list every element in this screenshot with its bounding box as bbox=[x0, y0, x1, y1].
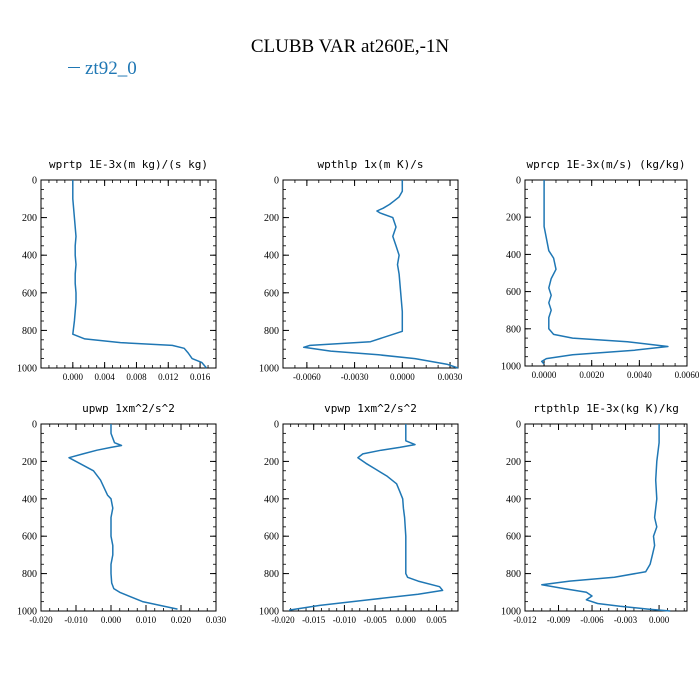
x-tick-label: 0.0000 bbox=[532, 370, 557, 380]
panel-title: wprcp 1E-3x(m/s) (kg/kg) bbox=[527, 158, 686, 171]
x-tick-label: -0.006 bbox=[580, 615, 604, 625]
y-tick-label: 800 bbox=[22, 326, 37, 337]
y-tick-label: 600 bbox=[506, 532, 521, 543]
y-tick-label: 0 bbox=[516, 176, 521, 187]
y-tick-label: 0 bbox=[274, 176, 279, 187]
y-tick-label: 1000 bbox=[17, 607, 37, 618]
x-tick-label: -0.012 bbox=[513, 615, 536, 625]
x-tick-label: 0.010 bbox=[136, 615, 157, 625]
y-tick-label: 1000 bbox=[501, 362, 521, 373]
y-tick-label: 400 bbox=[506, 250, 521, 261]
panel-3: wprcp 1E-3x(m/s) (kg/kg) 0 200 400 600 800 100… bbox=[501, 158, 700, 380]
series-line bbox=[72, 180, 208, 369]
y-tick-label: 600 bbox=[264, 532, 279, 543]
series-line bbox=[541, 424, 671, 612]
y-tick-label: 600 bbox=[506, 287, 521, 298]
y-tick-label: 600 bbox=[22, 288, 37, 299]
legend-line-swatch bbox=[68, 67, 80, 69]
y-tick-label: 0 bbox=[516, 420, 521, 431]
y-tick-label: 600 bbox=[264, 288, 279, 299]
panel-6: rtpthlp 1E-3x(kg K)/kg02004006008001000-… bbox=[501, 402, 688, 625]
y-tick-label: 400 bbox=[22, 494, 37, 505]
series-line bbox=[540, 180, 669, 365]
plot-frame bbox=[524, 423, 688, 612]
y-tick-label: 800 bbox=[506, 569, 521, 580]
x-tick-label: 0.012 bbox=[158, 372, 178, 382]
panel-title: rtpthlp 1E-3x(kg K)/kg bbox=[533, 402, 679, 415]
y-tick-label: 0 bbox=[274, 420, 279, 431]
y-tick-label: 400 bbox=[264, 251, 279, 262]
x-tick-label: 0.008 bbox=[126, 372, 147, 382]
x-tick-label: -0.020 bbox=[29, 615, 53, 625]
y-tick-label: 1000 bbox=[17, 364, 37, 375]
y-tick-label: 200 bbox=[506, 457, 521, 468]
legend: zt92_0 bbox=[68, 58, 137, 80]
panel-title: wprtp 1E-3x(m kg)/(s kg) bbox=[49, 158, 208, 171]
x-tick-label: -0.005 bbox=[363, 615, 387, 625]
series-line bbox=[68, 424, 178, 610]
y-tick-label: 1000 bbox=[259, 364, 279, 375]
x-tick-label: 0.0030 bbox=[438, 372, 463, 382]
plot-frame bbox=[40, 179, 217, 369]
y-tick-label: 400 bbox=[22, 251, 37, 262]
plot-frame bbox=[524, 179, 688, 367]
x-tick-label: -0.003 bbox=[614, 615, 638, 625]
y-tick-label: 0 bbox=[32, 176, 37, 187]
x-tick-label: -0.009 bbox=[547, 615, 571, 625]
x-tick-label: 0.0060 bbox=[675, 370, 700, 380]
panel-4: upwp 1xm^2/s^2 0 200 400 600 800 1000-0.020 -0.… bbox=[17, 402, 227, 625]
y-tick-label: 0 bbox=[32, 420, 37, 431]
x-tick-label: 0.030 bbox=[206, 615, 227, 625]
x-tick-label: 0.000 bbox=[63, 372, 84, 382]
x-tick-label: 0.004 bbox=[95, 372, 116, 382]
y-tick-label: 200 bbox=[22, 457, 37, 468]
panel-title: upwp 1xm^2/s^2 bbox=[82, 402, 175, 415]
panel-1: wprtp 1E-3x(m kg)/(s kg) 0 200 400 600 800 100… bbox=[17, 158, 217, 382]
series-line bbox=[302, 180, 459, 369]
y-tick-label: 600 bbox=[22, 532, 37, 543]
x-tick-label: -0.0030 bbox=[341, 372, 369, 382]
x-tick-label: -0.015 bbox=[302, 615, 326, 625]
x-tick-label: 0.0040 bbox=[627, 370, 652, 380]
plot-frame bbox=[282, 179, 459, 369]
y-tick-label: 800 bbox=[506, 324, 521, 335]
y-tick-label: 200 bbox=[264, 213, 279, 224]
y-tick-label: 200 bbox=[22, 213, 37, 224]
y-tick-label: 200 bbox=[506, 213, 521, 224]
y-tick-label: 800 bbox=[264, 569, 279, 580]
y-tick-label: 1000 bbox=[259, 607, 279, 618]
legend-label: zt92_0 bbox=[85, 58, 137, 79]
x-tick-label: 0.000 bbox=[101, 615, 122, 625]
x-tick-label: 0.0020 bbox=[579, 370, 604, 380]
figure-title: CLUBB VAR at260E,-1N bbox=[250, 36, 450, 57]
panel-title: vpwp 1xm^2/s^2 bbox=[324, 402, 417, 415]
panel-title: wpthlp 1x(m K)/s bbox=[318, 158, 424, 171]
x-tick-label: -0.020 bbox=[271, 615, 295, 625]
panel-2: wpthlp 1x(m K)/s 0 200 400 600 800 1000 -0.0060… bbox=[259, 158, 463, 382]
y-tick-label: 800 bbox=[22, 569, 37, 580]
x-tick-label: 0.016 bbox=[190, 372, 211, 382]
series-line bbox=[288, 424, 444, 611]
x-tick-label: 0.005 bbox=[426, 615, 447, 625]
x-tick-label: 0.0000 bbox=[390, 372, 415, 382]
y-tick-label: 1000 bbox=[501, 607, 521, 618]
x-tick-label: 0.020 bbox=[171, 615, 192, 625]
x-tick-label: -0.0060 bbox=[293, 372, 321, 382]
x-tick-label: 0.000 bbox=[649, 615, 670, 625]
plot-frame bbox=[40, 423, 217, 612]
x-tick-label: -0.010 bbox=[64, 615, 88, 625]
x-tick-label: -0.010 bbox=[333, 615, 357, 625]
y-tick-label: 800 bbox=[264, 326, 279, 337]
y-tick-label: 200 bbox=[264, 457, 279, 468]
x-tick-label: 0.000 bbox=[396, 615, 417, 625]
y-tick-label: 400 bbox=[264, 494, 279, 505]
y-tick-label: 400 bbox=[506, 494, 521, 505]
panel-5: vpwp 1xm^2/s^2 0 200 400 600 800 1000-0.020 -0.… bbox=[259, 402, 459, 625]
